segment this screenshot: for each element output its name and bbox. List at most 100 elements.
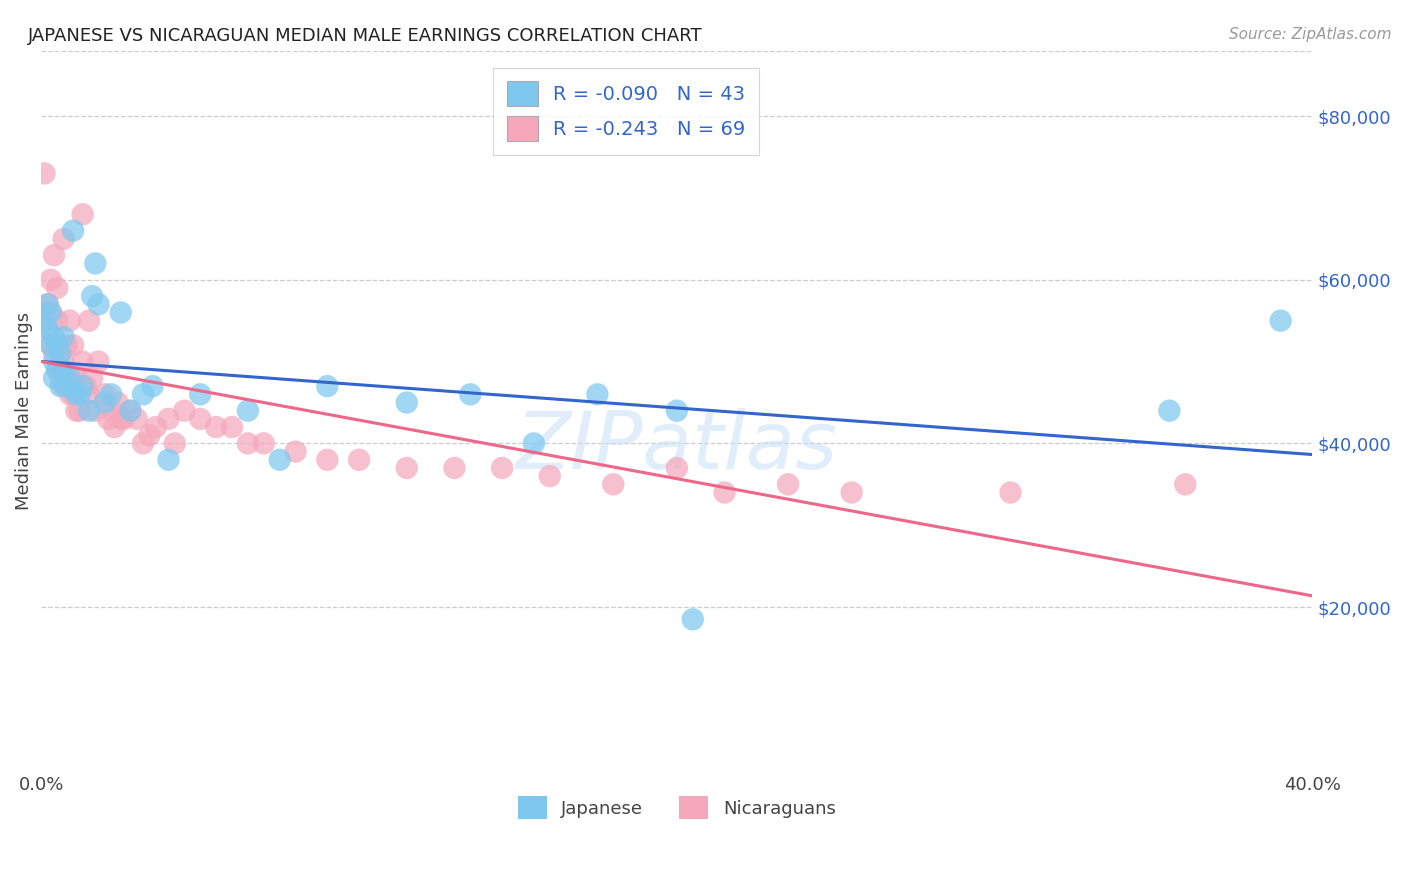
Point	[221, 420, 243, 434]
Point	[188, 412, 211, 426]
Point	[157, 452, 180, 467]
Point	[34, 305, 56, 319]
Point	[100, 403, 122, 417]
Point	[110, 305, 132, 319]
Y-axis label: Median Male Earnings: Median Male Earnings	[15, 311, 32, 509]
Point	[188, 387, 211, 401]
Point	[87, 354, 110, 368]
Point	[110, 412, 132, 426]
Point	[145, 420, 167, 434]
Point	[52, 363, 75, 377]
Point	[1159, 403, 1181, 417]
Point	[62, 338, 84, 352]
Point	[69, 379, 91, 393]
Point	[316, 452, 339, 467]
Point	[69, 387, 91, 401]
Point	[39, 305, 62, 319]
Point	[39, 273, 62, 287]
Text: JAPANESE VS NICARAGUAN MEDIAN MALE EARNINGS CORRELATION CHART: JAPANESE VS NICARAGUAN MEDIAN MALE EARNI…	[28, 27, 703, 45]
Point	[443, 461, 465, 475]
Point	[55, 379, 77, 393]
Point	[37, 322, 59, 336]
Point	[49, 346, 72, 360]
Point	[55, 338, 77, 352]
Point	[69, 403, 91, 417]
Point	[94, 387, 117, 401]
Point	[236, 436, 259, 450]
Point	[841, 485, 863, 500]
Point	[141, 379, 163, 393]
Point	[112, 412, 135, 426]
Point	[125, 412, 148, 426]
Point	[65, 387, 87, 401]
Point	[42, 248, 65, 262]
Point	[132, 436, 155, 450]
Point	[665, 403, 688, 417]
Point	[491, 461, 513, 475]
Point	[523, 436, 546, 450]
Text: Source: ZipAtlas.com: Source: ZipAtlas.com	[1229, 27, 1392, 42]
Point	[72, 379, 94, 393]
Point	[55, 371, 77, 385]
Point	[39, 338, 62, 352]
Point	[34, 314, 56, 328]
Point	[37, 297, 59, 311]
Point	[84, 403, 107, 417]
Point	[87, 297, 110, 311]
Point	[665, 461, 688, 475]
Point	[77, 314, 100, 328]
Point	[1174, 477, 1197, 491]
Point	[49, 379, 72, 393]
Point	[52, 379, 75, 393]
Point	[59, 314, 82, 328]
Point	[42, 354, 65, 368]
Point	[59, 371, 82, 385]
Point	[1270, 314, 1292, 328]
Point	[586, 387, 609, 401]
Point	[682, 612, 704, 626]
Point	[37, 322, 59, 336]
Point	[157, 412, 180, 426]
Point	[37, 297, 59, 311]
Point	[395, 461, 418, 475]
Point	[713, 485, 735, 500]
Point	[94, 395, 117, 409]
Point	[46, 338, 69, 352]
Point	[72, 207, 94, 221]
Legend: Japanese, Nicaraguans: Japanese, Nicaraguans	[510, 789, 844, 827]
Point	[34, 166, 56, 180]
Point	[49, 371, 72, 385]
Point	[460, 387, 482, 401]
Point	[103, 420, 125, 434]
Point	[82, 371, 104, 385]
Point	[75, 379, 97, 393]
Point	[39, 305, 62, 319]
Point	[107, 395, 129, 409]
Point	[538, 469, 561, 483]
Point	[120, 403, 142, 417]
Point	[395, 395, 418, 409]
Point	[52, 330, 75, 344]
Text: ZIPatlas: ZIPatlas	[516, 408, 838, 485]
Point	[77, 387, 100, 401]
Point	[205, 420, 228, 434]
Point	[163, 436, 186, 450]
Point	[100, 387, 122, 401]
Point	[77, 403, 100, 417]
Point	[62, 387, 84, 401]
Point	[173, 403, 195, 417]
Point	[82, 289, 104, 303]
Point	[132, 387, 155, 401]
Point	[72, 354, 94, 368]
Point	[65, 371, 87, 385]
Point	[236, 403, 259, 417]
Point	[284, 444, 307, 458]
Point	[84, 256, 107, 270]
Point	[1000, 485, 1022, 500]
Point	[46, 281, 69, 295]
Point	[59, 387, 82, 401]
Point	[62, 224, 84, 238]
Point	[42, 371, 65, 385]
Point	[46, 363, 69, 377]
Point	[65, 403, 87, 417]
